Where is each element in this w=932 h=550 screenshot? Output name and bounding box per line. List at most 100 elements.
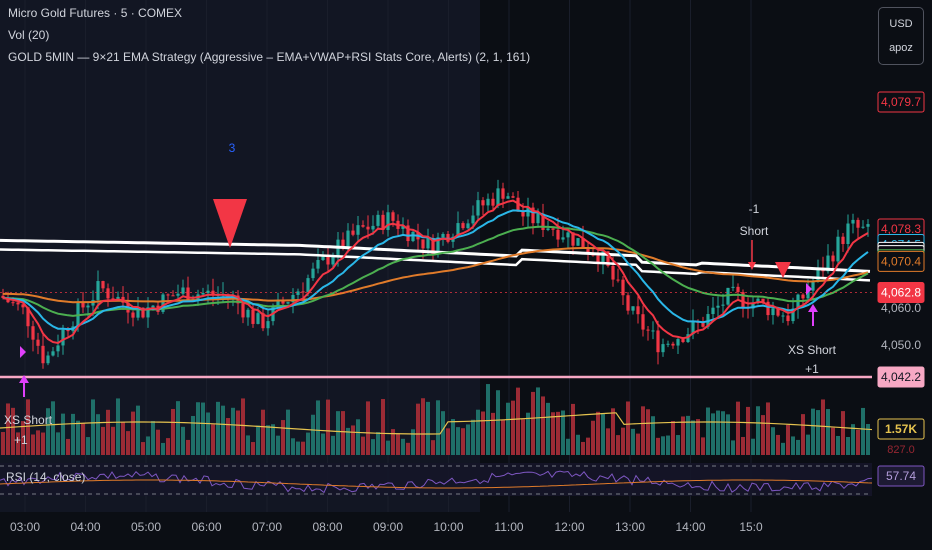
volume-bar: [411, 429, 415, 455]
volume-bar: [616, 435, 620, 455]
volume-bar: [476, 409, 480, 455]
candle-body: [511, 196, 515, 198]
currency-unit-button[interactable]: USD apoz: [878, 7, 924, 65]
candle-body: [581, 238, 585, 249]
symbol-title[interactable]: Micro Gold Futures · 5 · COMEX: [8, 6, 183, 20]
rsi-label-box: [877, 465, 925, 487]
candle-body: [211, 290, 215, 296]
time-axis[interactable]: 03:00 04:00 05:00 06:00 07:00 08:00 09:00 10:00…: [0, 512, 932, 550]
candle-body: [136, 307, 140, 318]
volume-bar: [66, 438, 70, 455]
time-tick-label: 08:00: [312, 520, 342, 534]
volume-bar: [241, 398, 245, 455]
volume-bar: [366, 401, 370, 455]
candle-body: [571, 232, 575, 246]
volume-bar: [441, 411, 445, 455]
volume-bar: [131, 411, 135, 455]
volume-bar: [861, 407, 865, 455]
candle-body: [551, 228, 555, 230]
candle-body: [166, 294, 170, 296]
candle-body: [66, 329, 70, 332]
rsi-legend[interactable]: RSI (14, close): [6, 470, 86, 484]
volume-bar: [601, 413, 605, 455]
candle-body: [256, 313, 260, 324]
candle-body: [131, 312, 135, 318]
volume-bar: [681, 416, 685, 455]
volume-bar: [671, 421, 675, 455]
volume-bar: [191, 415, 195, 455]
candle-body: [151, 305, 155, 308]
candle-body: [766, 301, 770, 316]
candle-body: [376, 214, 380, 226]
volume-bar: [96, 414, 100, 455]
candle-body: [266, 321, 270, 329]
time-tick-label: 13:00: [615, 520, 645, 534]
volume-bar: [561, 410, 565, 455]
volume-bar: [386, 440, 390, 455]
volume-bar: [451, 419, 455, 455]
volume-bar: [56, 432, 60, 455]
candle-body: [1, 295, 5, 298]
volume-bar: [836, 435, 840, 455]
volume-bar: [796, 439, 800, 455]
price-label-text: 4,042.2: [881, 370, 921, 384]
volume-bar: [271, 424, 275, 455]
volume-legend[interactable]: Vol (20): [8, 28, 50, 42]
price-label-text: 4,050.0: [881, 338, 921, 352]
volume-bar: [116, 398, 120, 455]
price-label-box: [877, 250, 925, 272]
volume-bar: [566, 438, 570, 455]
volume-bar: [576, 434, 580, 455]
volume-bar: [226, 418, 230, 455]
chart-background: [480, 0, 872, 512]
candle-body: [56, 345, 60, 352]
short-label: Short: [740, 224, 769, 238]
candle-body: [556, 229, 560, 240]
volume-bar: [181, 426, 185, 455]
volume-bar: [691, 420, 695, 455]
volume-bar: [301, 441, 305, 455]
time-tick-label: 15:0: [739, 520, 763, 534]
candle-body: [291, 294, 295, 303]
candle-body: [11, 302, 15, 304]
volume-bar: [156, 429, 160, 455]
candle-body: [51, 351, 55, 356]
candle-body: [736, 286, 740, 293]
price-label-text: 4,070.4: [881, 254, 921, 268]
volume-bar: [166, 438, 170, 455]
candle-body: [681, 339, 685, 343]
candle-body: [281, 299, 285, 304]
candle-body: [606, 251, 610, 266]
candle-body: [846, 223, 850, 244]
volume-bar: [281, 420, 285, 455]
volume-value-label: 1.57K 827.0: [877, 418, 925, 456]
strategy-legend[interactable]: GOLD 5MIN — 9×21 EMA Strategy (Aggressiv…: [8, 50, 531, 64]
price-label-box: [877, 282, 925, 304]
candle-body: [596, 255, 600, 264]
indicator-lines: [0, 199, 872, 379]
candle-body: [321, 256, 325, 260]
volume-bar: [626, 401, 630, 455]
time-tick-label: 09:00: [373, 520, 403, 534]
time-tick-label: 05:00: [131, 520, 161, 534]
candle-body: [661, 344, 665, 353]
volume-bar: [421, 398, 425, 455]
price-mode-label: apoz: [889, 42, 913, 54]
candle-body: [326, 256, 330, 265]
candle-body: [831, 255, 835, 262]
volume-bar: [721, 411, 725, 455]
time-tick-label: 03:00: [10, 520, 40, 534]
candle-body: [286, 302, 290, 304]
volume-bar: [786, 424, 790, 455]
price-axis[interactable]: 4,079.74,078.34,074.54,072.64,071.84,070…: [872, 0, 932, 512]
candle-body: [261, 313, 265, 329]
candle-body: [391, 212, 395, 221]
volume-bar: [491, 412, 495, 455]
time-tick-label: 07:00: [252, 520, 282, 534]
signal-markers: [19, 199, 818, 397]
candle-body: [861, 226, 865, 228]
trade-count-label: 3: [229, 141, 236, 155]
candle-body: [866, 224, 870, 227]
volume-bar: [381, 399, 385, 455]
